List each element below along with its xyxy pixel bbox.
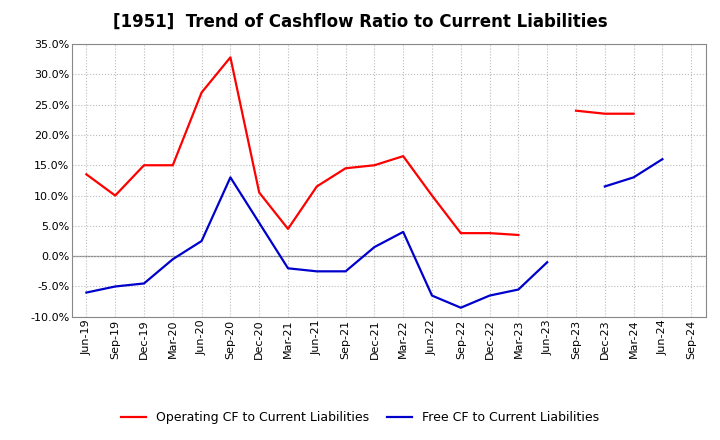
Operating CF to Current Liabilities xyxy=(370,163,379,168)
Free CF to Current Liabilities xyxy=(456,305,465,310)
Free CF to Current Liabilities xyxy=(428,293,436,298)
Free CF to Current Liabilities xyxy=(485,293,494,298)
Free CF to Current Liabilities xyxy=(168,257,177,262)
Free CF to Current Liabilities xyxy=(82,290,91,295)
Operating CF to Current Liabilities xyxy=(514,232,523,238)
Operating CF to Current Liabilities xyxy=(255,190,264,195)
Free CF to Current Liabilities xyxy=(514,287,523,292)
Free CF to Current Liabilities xyxy=(284,266,292,271)
Operating CF to Current Liabilities xyxy=(399,154,408,159)
Free CF to Current Liabilities xyxy=(370,245,379,250)
Operating CF to Current Liabilities xyxy=(312,184,321,189)
Free CF to Current Liabilities xyxy=(140,281,148,286)
Line: Free CF to Current Liabilities: Free CF to Current Liabilities xyxy=(86,177,547,308)
Operating CF to Current Liabilities xyxy=(284,226,292,231)
Free CF to Current Liabilities xyxy=(341,269,350,274)
Operating CF to Current Liabilities xyxy=(485,231,494,236)
Legend: Operating CF to Current Liabilities, Free CF to Current Liabilities: Operating CF to Current Liabilities, Fre… xyxy=(115,407,605,429)
Operating CF to Current Liabilities xyxy=(82,172,91,177)
Free CF to Current Liabilities xyxy=(111,284,120,289)
Operating CF to Current Liabilities xyxy=(197,90,206,95)
Operating CF to Current Liabilities xyxy=(341,165,350,171)
Line: Operating CF to Current Liabilities: Operating CF to Current Liabilities xyxy=(86,57,518,235)
Operating CF to Current Liabilities xyxy=(456,231,465,236)
Free CF to Current Liabilities xyxy=(543,260,552,265)
Free CF to Current Liabilities xyxy=(255,220,264,225)
Operating CF to Current Liabilities xyxy=(140,163,148,168)
Free CF to Current Liabilities xyxy=(312,269,321,274)
Operating CF to Current Liabilities xyxy=(428,193,436,198)
Operating CF to Current Liabilities xyxy=(226,55,235,60)
Text: [1951]  Trend of Cashflow Ratio to Current Liabilities: [1951] Trend of Cashflow Ratio to Curren… xyxy=(113,13,607,31)
Free CF to Current Liabilities xyxy=(399,229,408,235)
Operating CF to Current Liabilities xyxy=(168,163,177,168)
Free CF to Current Liabilities xyxy=(197,238,206,244)
Free CF to Current Liabilities xyxy=(226,175,235,180)
Operating CF to Current Liabilities xyxy=(111,193,120,198)
